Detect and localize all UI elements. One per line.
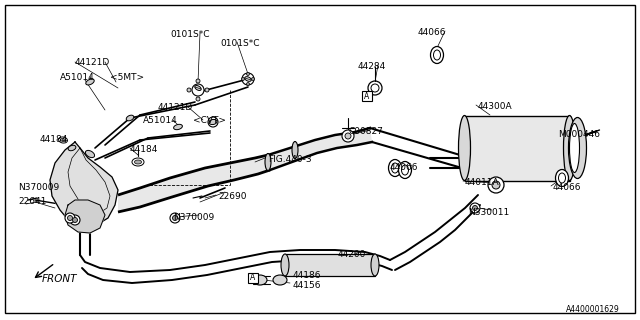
Ellipse shape (433, 50, 440, 60)
Circle shape (70, 215, 80, 225)
Text: FIG.440-3: FIG.440-3 (268, 155, 312, 164)
Circle shape (67, 215, 72, 220)
Text: 44300A: 44300A (478, 102, 513, 111)
Circle shape (345, 133, 351, 139)
Ellipse shape (368, 81, 382, 95)
Circle shape (470, 203, 480, 213)
Circle shape (492, 181, 500, 189)
Bar (285, 254, 375, 276)
Ellipse shape (570, 124, 579, 172)
Ellipse shape (563, 116, 575, 180)
Circle shape (246, 73, 250, 76)
Text: A51014: A51014 (143, 116, 178, 125)
Text: A4400001629: A4400001629 (566, 305, 620, 314)
Ellipse shape (68, 145, 76, 151)
Text: N370009: N370009 (18, 183, 60, 192)
Ellipse shape (292, 141, 298, 158)
Ellipse shape (244, 77, 252, 81)
Text: <5MT>: <5MT> (110, 73, 144, 82)
Ellipse shape (61, 139, 65, 141)
Text: 44184: 44184 (40, 135, 68, 144)
Circle shape (170, 213, 180, 223)
Ellipse shape (371, 84, 379, 92)
Ellipse shape (392, 163, 399, 173)
Circle shape (472, 205, 477, 211)
Text: 0101S*C: 0101S*C (220, 39, 259, 48)
Circle shape (242, 73, 254, 85)
Ellipse shape (85, 150, 95, 158)
Text: 0101S*C: 0101S*C (170, 30, 209, 39)
Circle shape (205, 88, 209, 92)
Bar (465, 116, 570, 180)
Text: 44066: 44066 (390, 163, 419, 172)
Bar (362, 91, 372, 101)
Polygon shape (118, 155, 270, 212)
Ellipse shape (388, 159, 401, 177)
Polygon shape (268, 128, 372, 170)
Circle shape (65, 213, 75, 223)
Ellipse shape (399, 162, 412, 179)
Text: <CVT>: <CVT> (193, 116, 226, 125)
Bar (248, 273, 258, 283)
Text: 22690: 22690 (218, 192, 246, 201)
Circle shape (342, 130, 354, 142)
Ellipse shape (281, 254, 289, 276)
Ellipse shape (458, 116, 470, 180)
Ellipse shape (265, 154, 271, 171)
Text: 44184: 44184 (130, 145, 158, 154)
Text: M000446: M000446 (558, 130, 600, 139)
Text: 44011A: 44011A (465, 178, 500, 187)
Ellipse shape (253, 275, 267, 285)
Circle shape (252, 77, 255, 81)
Ellipse shape (431, 46, 444, 63)
Circle shape (192, 84, 204, 96)
Text: 44156: 44156 (293, 281, 321, 290)
Text: 44284: 44284 (358, 62, 387, 71)
Circle shape (208, 117, 218, 127)
Text: 44066: 44066 (553, 183, 582, 192)
Text: 44121D: 44121D (158, 103, 193, 112)
Text: N330011: N330011 (468, 208, 509, 217)
Text: A: A (364, 92, 370, 100)
Circle shape (196, 79, 200, 83)
Ellipse shape (209, 119, 217, 124)
Polygon shape (50, 142, 118, 228)
Ellipse shape (273, 275, 287, 285)
Circle shape (173, 215, 177, 220)
Ellipse shape (126, 115, 134, 121)
Text: 44121D: 44121D (75, 58, 110, 67)
Ellipse shape (401, 165, 408, 175)
Ellipse shape (568, 117, 586, 179)
Ellipse shape (86, 79, 94, 85)
Polygon shape (65, 200, 105, 233)
Circle shape (241, 77, 244, 81)
Ellipse shape (559, 173, 566, 183)
Ellipse shape (556, 170, 568, 187)
Text: A: A (250, 274, 255, 283)
Text: 44066: 44066 (418, 28, 447, 37)
Ellipse shape (58, 137, 67, 143)
Circle shape (72, 218, 77, 222)
Text: N370009: N370009 (173, 213, 214, 222)
Ellipse shape (173, 124, 182, 130)
Ellipse shape (134, 160, 141, 164)
Text: C00827: C00827 (348, 127, 383, 136)
Circle shape (187, 88, 191, 92)
Circle shape (196, 97, 200, 101)
Text: A51014: A51014 (60, 73, 95, 82)
Circle shape (246, 83, 250, 85)
Text: 22641: 22641 (18, 197, 46, 206)
Ellipse shape (132, 158, 144, 166)
Text: 44200: 44200 (338, 250, 366, 259)
Text: FRONT: FRONT (42, 274, 77, 284)
Ellipse shape (371, 254, 379, 276)
Circle shape (488, 177, 504, 193)
Ellipse shape (195, 85, 201, 91)
Text: 44186: 44186 (293, 271, 321, 280)
